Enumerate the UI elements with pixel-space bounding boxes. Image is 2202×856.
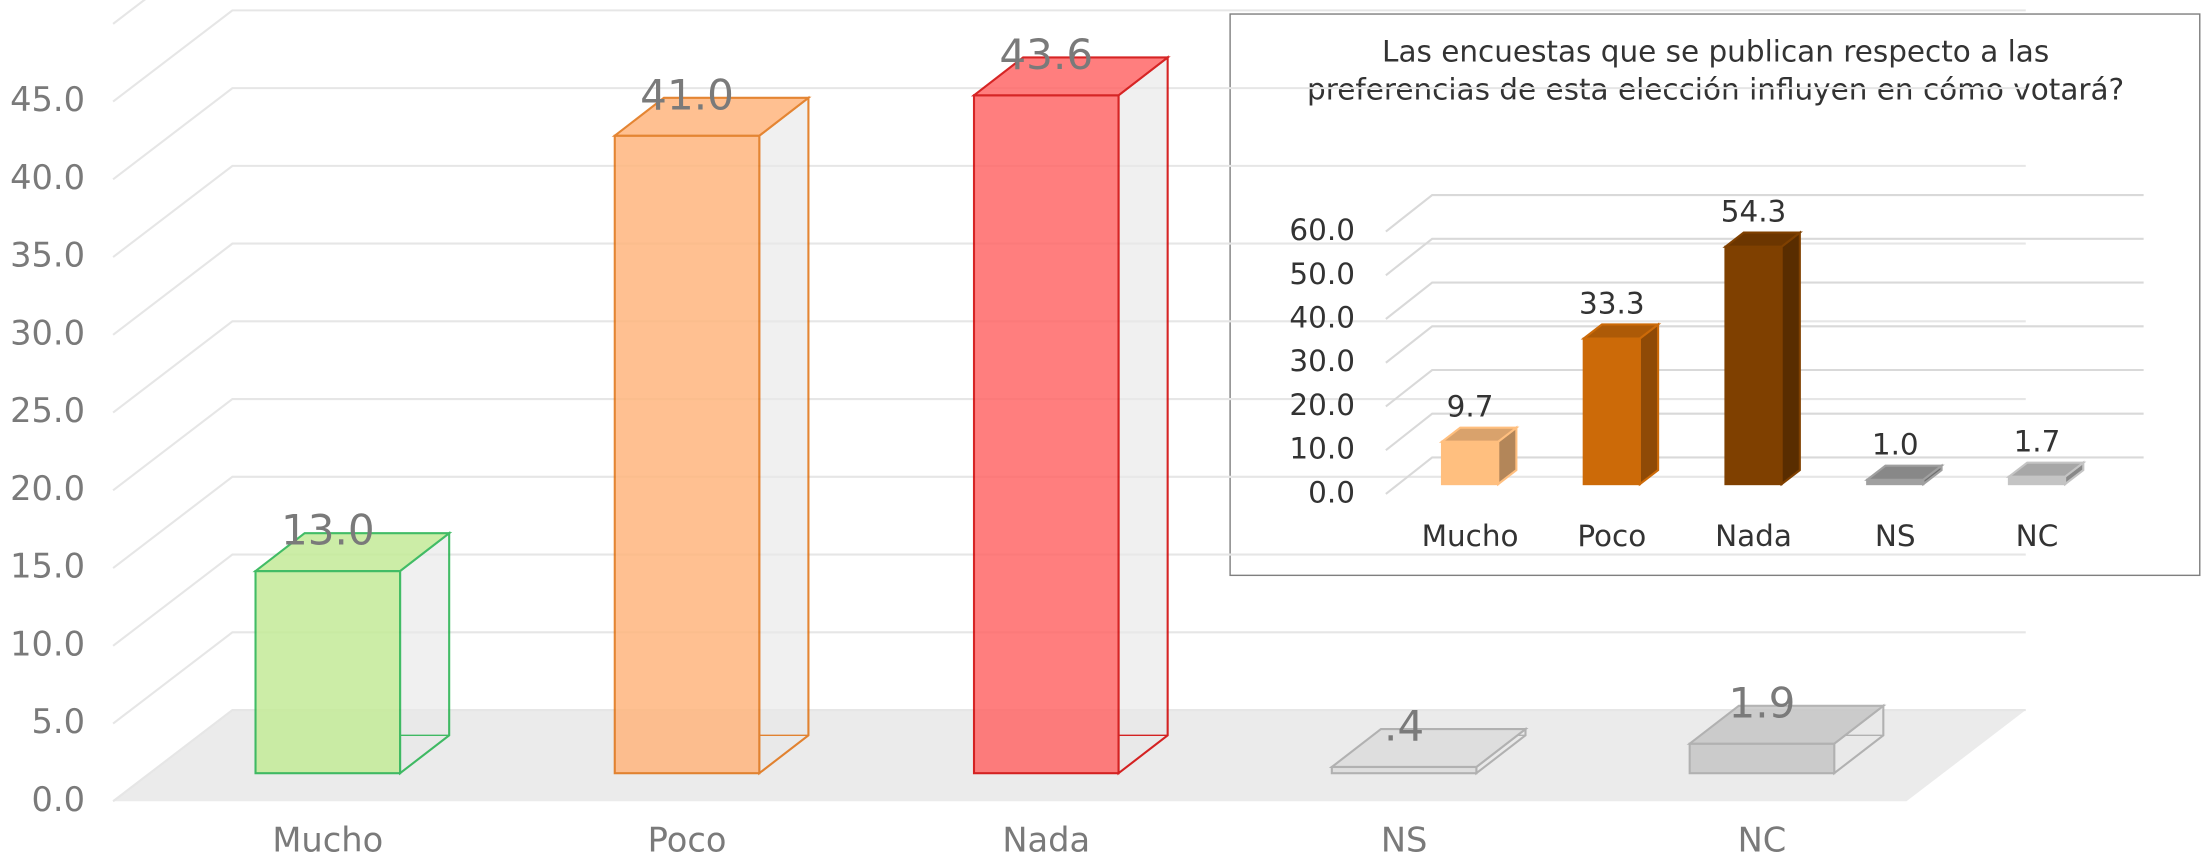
- y-tick-label: 0.0: [31, 780, 85, 819]
- bar-top: [1438, 426, 1520, 443]
- bar-side: [1117, 55, 1169, 776]
- grid-line: [1385, 456, 2144, 495]
- grid-line: [1385, 237, 2144, 277]
- x-tick-label: NC: [1738, 820, 1787, 856]
- y-tick-label: 45.0: [10, 80, 85, 119]
- x-tick-label: NS: [1875, 519, 1916, 553]
- y-tick-label: 30.0: [1289, 344, 1355, 378]
- bar-top: [252, 532, 453, 573]
- bar: [1686, 703, 1887, 776]
- bar-front: [1724, 245, 1783, 486]
- y-tick-label: 40.0: [10, 158, 85, 197]
- bar-top: [970, 56, 1171, 97]
- x-tick-label: NS: [1381, 820, 1428, 856]
- value-label: 43.6: [999, 30, 1093, 79]
- value-label: 13.0: [281, 506, 375, 555]
- y-tick-label: 10.0: [1289, 432, 1355, 466]
- bar-side: [399, 531, 451, 776]
- x-tick-label: NC: [2016, 519, 2059, 553]
- inset-title-box: Las encuestas que se publican respecto a…: [1307, 35, 2125, 107]
- bar-top: [1686, 704, 1887, 745]
- value-label: .4: [1384, 702, 1424, 751]
- grid-line: [112, 87, 2026, 181]
- y-tick-label: 35.0: [10, 236, 85, 275]
- x-tick-label: Mucho: [1422, 519, 1519, 553]
- x-tick-label: Poco: [648, 820, 727, 856]
- bar: [1864, 463, 1945, 487]
- grid-line: [112, 242, 2026, 336]
- grid-line: [112, 709, 2026, 803]
- grid-line: [112, 475, 2026, 569]
- y-tick-label: 60.0: [1289, 213, 1355, 247]
- bar: [2005, 460, 2087, 487]
- bar-side: [758, 95, 810, 776]
- y-tick-label: 50.0: [1289, 257, 1355, 291]
- value-label: 33.3: [1579, 286, 1645, 320]
- x-tick-label: Nada: [1002, 820, 1090, 856]
- bar-top: [2005, 461, 2087, 478]
- value-label: 1.7: [2014, 425, 2061, 459]
- x-tick-label: Poco: [1577, 519, 1646, 553]
- y-tick-label: 20.0: [10, 469, 85, 508]
- bar-side: [1638, 322, 1660, 487]
- bar-front: [1582, 337, 1641, 486]
- bar-front: [2007, 475, 2067, 486]
- x-tick-label: Mucho: [272, 820, 383, 856]
- bar-front: [254, 570, 402, 775]
- grid-line: [1385, 281, 2144, 320]
- y-tick-label: 15.0: [10, 547, 85, 586]
- bar-front: [1688, 742, 1836, 775]
- bar-top: [1864, 464, 1945, 481]
- y-tick-label: 10.0: [10, 624, 85, 663]
- bar: [252, 531, 453, 776]
- x-tick-label: Nada: [1715, 519, 1792, 553]
- value-label: 41.0: [640, 70, 734, 119]
- bar: [611, 95, 812, 776]
- y-tick-label: 25.0: [10, 391, 85, 430]
- value-label: 1.9: [1728, 678, 1795, 727]
- y-tick-label: 20.0: [1289, 388, 1355, 422]
- grid-line: [112, 320, 2026, 414]
- bar: [1328, 726, 1529, 776]
- y-tick-label: 30.0: [10, 313, 85, 352]
- grid-line: [1385, 368, 2144, 408]
- bar: [1438, 425, 1520, 487]
- bar-front: [613, 134, 761, 775]
- grid-line: [112, 9, 2026, 103]
- grid-line: [112, 631, 2026, 725]
- bar-top: [1328, 728, 1529, 769]
- y-tick-label: 5.0: [31, 702, 85, 741]
- value-label: 9.7: [1447, 390, 1494, 424]
- bar-side: [1780, 230, 1801, 487]
- grid-line: [112, 164, 2026, 258]
- inset-title: Las encuestas que se publican respecto a…: [1307, 35, 2125, 107]
- bar-top: [1580, 323, 1662, 340]
- grid-line: [1385, 325, 2144, 364]
- grid-line: [112, 398, 2026, 492]
- grid-line: [112, 553, 2026, 647]
- bar: [1580, 322, 1662, 487]
- bar: [970, 55, 1171, 776]
- bar-top: [1722, 231, 1803, 248]
- grid-line: [1385, 412, 2144, 452]
- value-label: 54.3: [1721, 194, 1787, 228]
- bar-top: [611, 96, 812, 137]
- grid-line: [1385, 194, 2144, 233]
- bar: [1722, 230, 1803, 487]
- y-tick-label: 0.0: [1308, 475, 1355, 509]
- bar-front: [1440, 440, 1500, 486]
- value-label: 1.0: [1872, 428, 1919, 462]
- y-tick-label: 40.0: [1289, 301, 1355, 335]
- bar-front: [972, 94, 1120, 775]
